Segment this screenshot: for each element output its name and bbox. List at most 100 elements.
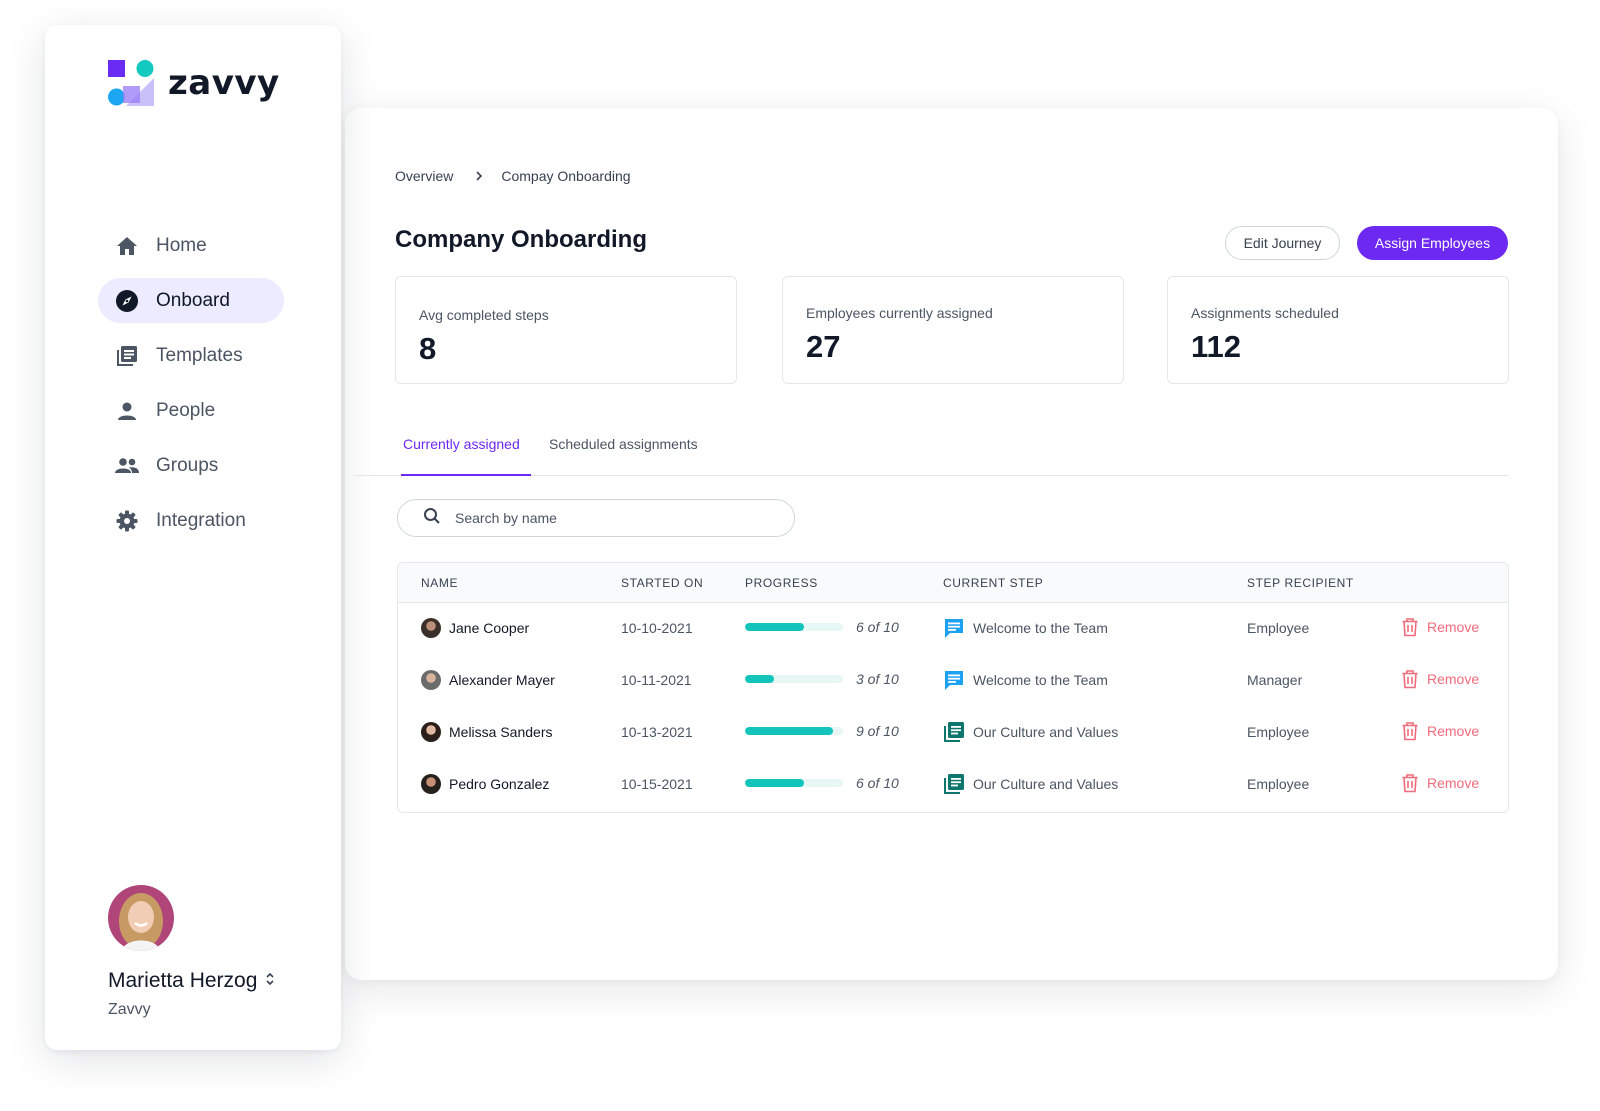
assign-employees-button[interactable]: Assign Employees: [1357, 226, 1508, 260]
employee-name: Jane Cooper: [449, 620, 530, 636]
table-row[interactable]: Melissa Sanders 10-13-2021 9 of 10 Our C…: [398, 707, 1508, 759]
current-step[interactable]: Welcome to the Team: [943, 617, 1108, 639]
sidebar-item-label: Templates: [156, 344, 243, 366]
remove-label: Remove: [1427, 723, 1480, 739]
name-cell: Melissa Sanders: [421, 722, 553, 742]
chat-icon: [943, 617, 965, 639]
page-title: Company Onboarding: [395, 226, 647, 253]
current-step[interactable]: Our Culture and Values: [943, 773, 1118, 795]
table-row[interactable]: Pedro Gonzalez 10-15-2021 6 of 10 Our Cu…: [398, 759, 1508, 811]
stat-value: 27: [806, 329, 841, 364]
search-icon: [423, 507, 441, 530]
document-icon: [943, 773, 965, 795]
sidebar-item-templates[interactable]: Templates: [98, 333, 284, 378]
tab-bar: Currently assigned Scheduled assignments: [355, 426, 1509, 476]
current-step-label: Welcome to the Team: [973, 672, 1108, 688]
sidebar-item-groups[interactable]: Groups: [98, 443, 284, 488]
document-icon: [943, 721, 965, 743]
breadcrumb-current: Compay Onboarding: [501, 168, 631, 184]
sidebar-nav: Home Onboard Templates People Groups: [98, 223, 284, 553]
current-step-label: Our Culture and Values: [973, 776, 1119, 792]
table-row[interactable]: Alexander Mayer 10-11-2021 3 of 10 Welco…: [398, 655, 1508, 707]
progress-text: 6 of 10: [856, 619, 899, 635]
sidebar-item-label: Onboard: [156, 289, 230, 311]
current-step[interactable]: Our Culture and Values: [943, 721, 1118, 743]
chevron-right-icon: [475, 170, 483, 182]
step-recipient: Employee: [1247, 724, 1310, 740]
zavvy-logo-icon: [108, 60, 154, 106]
column-header-step-recipient[interactable]: STEP RECIPIENT: [1247, 576, 1354, 590]
compass-icon: [114, 288, 140, 314]
profile-org: Zavvy: [108, 1001, 151, 1018]
started-on: 10-10-2021: [621, 620, 693, 636]
stat-value: 112: [1191, 329, 1242, 364]
remove-label: Remove: [1427, 671, 1480, 687]
progress-bar: [745, 727, 843, 735]
remove-button[interactable]: Remove: [1401, 721, 1479, 741]
sidebar-item-people[interactable]: People: [98, 388, 284, 433]
tab-currently-assigned[interactable]: Currently assigned: [401, 436, 531, 476]
step-recipient: Manager: [1247, 672, 1303, 688]
sidebar-item-label: Groups: [156, 454, 219, 476]
remove-button[interactable]: Remove: [1401, 617, 1479, 637]
sidebar-item-home[interactable]: Home: [98, 223, 284, 268]
templates-icon: [114, 343, 140, 369]
sidebar-item-label: Home: [156, 234, 207, 256]
avatar: [421, 618, 441, 638]
step-recipient: Employee: [1247, 776, 1310, 792]
progress-cell: 9 of 10: [745, 723, 899, 739]
user-profile[interactable]: Marietta Herzog Zavvy: [108, 885, 275, 1019]
gear-icon: [114, 508, 140, 534]
stat-card-avg-steps: Avg completed steps 8: [395, 276, 737, 384]
avatar: [108, 885, 174, 951]
trash-icon: [1402, 774, 1418, 793]
progress-bar-fill: [745, 779, 804, 787]
column-header-name[interactable]: NAME: [421, 576, 459, 590]
search-input[interactable]: [455, 510, 755, 526]
breadcrumb-overview[interactable]: Overview: [395, 168, 454, 184]
progress-text: 6 of 10: [856, 775, 899, 791]
assignments-table: NAME STARTED ON PROGRESS CURRENT STEP ST…: [397, 562, 1509, 813]
group-icon: [114, 453, 140, 479]
progress-bar-fill: [745, 675, 775, 683]
sidebar-item-label: People: [156, 399, 216, 421]
progress-bar-fill: [745, 727, 834, 735]
main-panel: [345, 108, 1558, 980]
edit-journey-button[interactable]: Edit Journey: [1225, 226, 1340, 260]
trash-icon: [1402, 722, 1418, 741]
avatar: [421, 722, 441, 742]
remove-button[interactable]: Remove: [1401, 773, 1479, 793]
column-header-current-step[interactable]: CURRENT STEP: [943, 576, 1044, 590]
progress-bar: [745, 623, 843, 631]
table-row[interactable]: Jane Cooper 10-10-2021 6 of 10 Welcome t…: [398, 603, 1508, 655]
person-icon: [114, 398, 140, 424]
chat-icon: [943, 669, 965, 691]
current-step[interactable]: Welcome to the Team: [943, 669, 1108, 691]
current-step-label: Welcome to the Team: [973, 620, 1108, 636]
name-cell: Pedro Gonzalez: [421, 774, 549, 794]
chevron-up-down-icon: [265, 971, 275, 992]
employee-name: Alexander Mayer: [449, 672, 555, 688]
progress-bar: [745, 779, 843, 787]
avatar: [421, 774, 441, 794]
column-header-progress[interactable]: PROGRESS: [745, 576, 818, 590]
home-icon: [114, 233, 140, 259]
logo-text: zavvy: [168, 63, 280, 103]
stat-label: Employees currently assigned: [806, 305, 993, 321]
trash-icon: [1402, 670, 1418, 689]
table-header: NAME STARTED ON PROGRESS CURRENT STEP ST…: [398, 563, 1508, 603]
remove-button[interactable]: Remove: [1401, 669, 1479, 689]
tab-scheduled-assignments[interactable]: Scheduled assignments: [549, 436, 698, 452]
column-header-started-on[interactable]: STARTED ON: [621, 576, 704, 590]
profile-name: Marietta Herzog: [108, 969, 258, 992]
progress-cell: 6 of 10: [745, 619, 899, 635]
name-cell: Alexander Mayer: [421, 670, 555, 690]
avatar: [421, 670, 441, 690]
sidebar-item-integration[interactable]: Integration: [98, 498, 284, 543]
breadcrumb: Overview Compay Onboarding: [395, 168, 631, 184]
logo[interactable]: zavvy: [108, 59, 280, 107]
sidebar-item-onboard[interactable]: Onboard: [98, 278, 284, 323]
profile-switcher[interactable]: Marietta Herzog: [108, 969, 275, 993]
employee-name: Pedro Gonzalez: [449, 776, 550, 792]
search-box: [397, 499, 795, 537]
